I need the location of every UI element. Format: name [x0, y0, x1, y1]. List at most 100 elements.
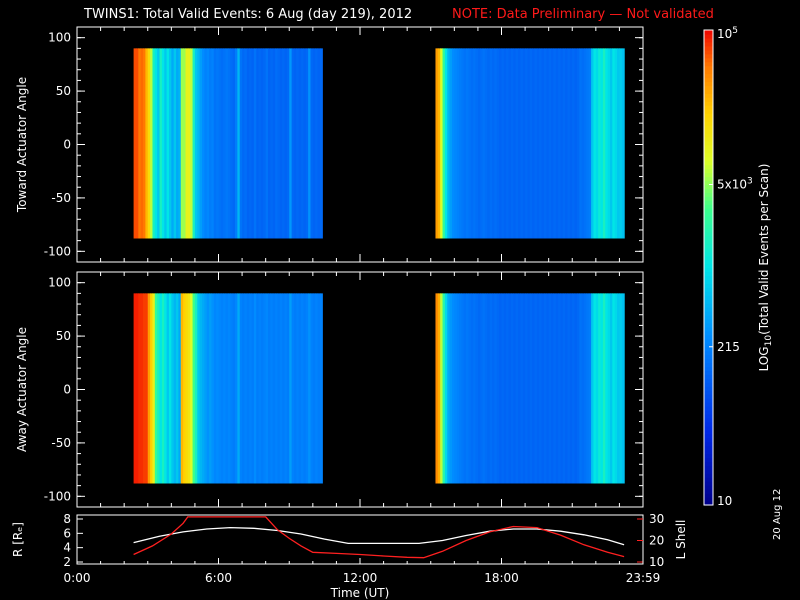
heatmap-column	[581, 293, 585, 484]
heatmap-column	[282, 48, 286, 239]
colorbar-swatch	[704, 334, 713, 340]
heatmap-column	[513, 293, 517, 484]
heatmap-column	[546, 48, 550, 239]
colorbar-tick-base: 10	[717, 27, 732, 41]
heatmap-column	[293, 48, 297, 239]
heatmap-column	[154, 293, 158, 484]
y-left-axis-label: R [Rₑ]	[11, 522, 25, 557]
heatmap-column	[501, 48, 505, 239]
colorbar-swatch	[704, 259, 713, 265]
heatmap-column	[258, 293, 262, 484]
heatmap-column	[510, 293, 514, 484]
heatmap-column	[284, 48, 288, 239]
heatmap-column	[508, 293, 512, 484]
heatmap-column	[584, 48, 587, 239]
heatmap-column	[277, 48, 281, 239]
heatmap-column	[459, 48, 463, 239]
heatmap-column	[197, 48, 201, 239]
heatmap-column	[235, 293, 238, 484]
y-tick-label: 0	[63, 383, 71, 397]
heatmap-column	[232, 48, 236, 239]
heatmap-column	[187, 48, 191, 239]
heatmap-column	[598, 293, 602, 484]
heatmap-column	[480, 48, 484, 239]
heatmap-column	[461, 293, 465, 484]
heatmap-column	[166, 293, 170, 484]
colorbar-swatch	[704, 125, 713, 130]
heatmap-column	[220, 48, 224, 239]
colorbar-swatch	[704, 53, 713, 59]
colorbar-swatch	[704, 390, 713, 395]
colorbar-swatch	[704, 417, 713, 423]
heatmap-column	[444, 293, 448, 484]
heatmap-column	[548, 293, 552, 484]
heatmap-column	[159, 293, 163, 484]
heatmap-column	[494, 293, 498, 484]
colorbar-swatch	[704, 251, 713, 257]
heatmap-column	[435, 48, 439, 239]
heatmap-column	[569, 48, 573, 239]
colorbar-swatch	[704, 469, 713, 474]
colorbar-swatch	[704, 89, 713, 94]
heatmap-column	[168, 48, 172, 239]
heatmap-column	[591, 293, 595, 484]
colorbar-swatch	[704, 235, 713, 241]
colorbar-swatch	[704, 164, 713, 170]
heatmap-column	[180, 293, 184, 484]
heatmap-column	[249, 293, 253, 484]
x-tick-label: 18:00	[484, 571, 519, 585]
heatmap-column	[246, 48, 250, 239]
heatmap-column	[157, 293, 161, 484]
heatmap-column	[279, 293, 283, 484]
colorbar-swatch	[704, 473, 713, 478]
colorbar-swatch	[704, 406, 713, 411]
heatmap-column	[444, 48, 448, 239]
heatmap-column	[605, 48, 609, 239]
colorbar-swatch	[704, 227, 713, 233]
colorbar-swatch	[704, 85, 713, 90]
heatmap-column	[265, 48, 269, 239]
colorbar-swatch	[704, 156, 713, 162]
heatmap-column	[565, 48, 569, 239]
heatmap-column	[317, 48, 321, 239]
heatmap-column	[560, 48, 564, 239]
heatmap-column	[560, 293, 564, 484]
heatmap-column	[225, 48, 229, 239]
colorbar-tick-exponent: 5	[732, 26, 738, 36]
colorbar-swatch	[704, 77, 713, 83]
heatmap-column	[272, 293, 276, 484]
heatmap-column	[607, 48, 611, 239]
heatmap-column	[268, 293, 271, 484]
heatmap-column	[513, 48, 517, 239]
heatmap-column	[296, 293, 300, 484]
colorbar-tick-label: 215	[717, 340, 740, 354]
heatmap-column	[154, 48, 158, 239]
heatmap-column	[576, 48, 580, 239]
colorbar-swatch	[704, 441, 713, 447]
heatmap-column	[484, 293, 488, 484]
heatmap-column	[138, 48, 142, 239]
colorbar-swatch	[704, 291, 713, 296]
heatmap-column	[315, 48, 319, 239]
heatmap-column	[489, 293, 493, 484]
colorbar-swatch	[704, 338, 713, 344]
colorbar-swatch	[704, 402, 713, 407]
date-stamp: 20 Aug 12	[772, 488, 783, 540]
colorbar-swatch	[704, 121, 713, 126]
heatmap-column	[496, 48, 500, 239]
colorbar-swatch	[704, 437, 713, 443]
heatmap-column	[251, 48, 255, 239]
heatmap-column	[187, 293, 191, 484]
heatmap-column	[213, 293, 217, 484]
colorbar-swatch	[704, 283, 713, 288]
heatmap-column	[173, 293, 177, 484]
colorbar-swatch	[704, 386, 713, 391]
heatmap-column	[614, 48, 618, 239]
heatmap-column	[211, 293, 215, 484]
heatmap-column	[551, 293, 554, 484]
heatmap-column	[308, 48, 312, 239]
colorbar-swatch	[704, 152, 713, 158]
y-right-tick-label: 10	[649, 555, 664, 569]
heatmap-column	[140, 293, 144, 484]
colorbar-swatch	[704, 275, 713, 280]
